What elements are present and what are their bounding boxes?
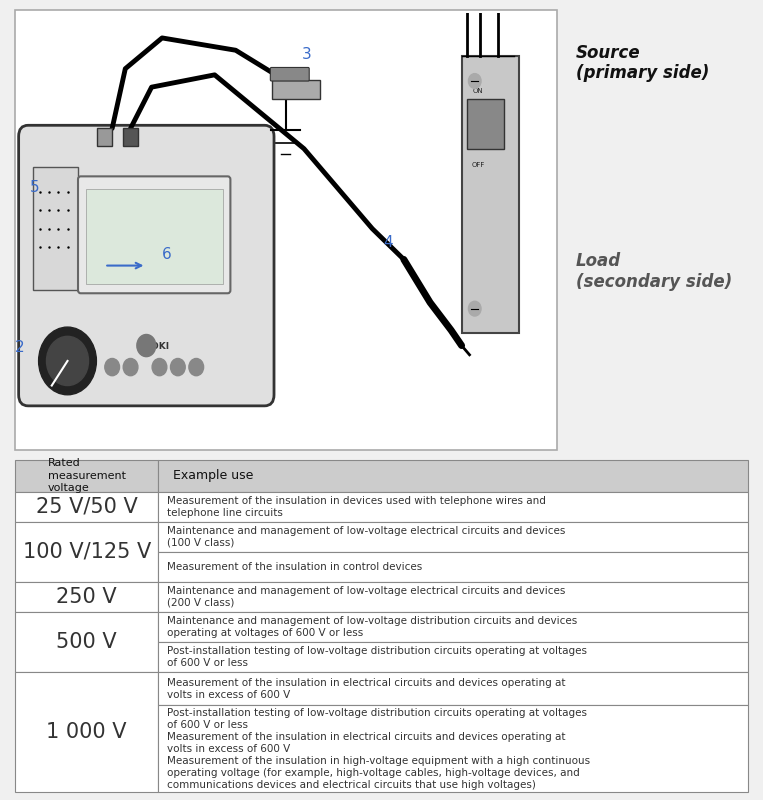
Text: Measurement of the insulation in electrical circuits and devices operating at
vo: Measurement of the insulation in electri…: [167, 678, 565, 700]
Bar: [15, 10, 557, 450]
FancyBboxPatch shape: [18, 126, 274, 406]
Text: 250 V: 250 V: [56, 586, 117, 606]
Bar: [86, 189, 223, 284]
Text: 25 V/50 V: 25 V/50 V: [36, 497, 137, 517]
Text: Measurement of the insulation in control devices: Measurement of the insulation in control…: [167, 562, 422, 572]
Bar: [158, 642, 748, 672]
Circle shape: [39, 327, 96, 394]
Bar: [158, 706, 748, 792]
Text: Maintenance and management of low-voltage electrical circuits and devices
(100 V: Maintenance and management of low-voltag…: [167, 526, 565, 548]
Bar: [34, 167, 78, 290]
Circle shape: [468, 74, 481, 88]
Text: 6: 6: [162, 247, 172, 262]
Bar: [15, 522, 158, 582]
Bar: [123, 128, 138, 146]
Text: 100 V/125 V: 100 V/125 V: [23, 542, 151, 562]
Text: OFF: OFF: [472, 162, 485, 168]
Bar: [467, 99, 504, 149]
Text: Maintenance and management of low-voltage electrical circuits and devices
(200 V: Maintenance and management of low-voltag…: [167, 586, 565, 608]
Circle shape: [47, 336, 89, 386]
Circle shape: [170, 358, 185, 376]
Bar: [158, 672, 748, 706]
Text: 2: 2: [15, 340, 24, 354]
Bar: [15, 491, 158, 522]
Circle shape: [137, 334, 156, 357]
Bar: [15, 582, 158, 612]
Text: Source
(primary side): Source (primary side): [576, 43, 710, 82]
Bar: [158, 552, 748, 582]
Circle shape: [468, 302, 481, 316]
Text: HIOKI: HIOKI: [140, 342, 169, 350]
Circle shape: [123, 358, 138, 376]
Text: 500 V: 500 V: [56, 632, 117, 652]
Bar: [158, 582, 748, 612]
Bar: [462, 56, 520, 334]
Text: Post-installation testing of low-voltage distribution circuits operating at volt: Post-installation testing of low-voltage…: [167, 646, 587, 668]
FancyBboxPatch shape: [78, 176, 230, 294]
Bar: [158, 460, 748, 491]
Bar: [15, 612, 158, 672]
Text: Example use: Example use: [172, 470, 253, 482]
Bar: [97, 128, 111, 146]
Text: ON: ON: [473, 88, 484, 94]
Text: 3: 3: [301, 47, 311, 62]
Text: Post-installation testing of low-voltage distribution circuits operating at volt: Post-installation testing of low-voltage…: [167, 708, 590, 790]
Bar: [15, 672, 158, 792]
Bar: [158, 612, 748, 642]
FancyBboxPatch shape: [270, 67, 309, 81]
Text: 500: 500: [422, 277, 433, 288]
Circle shape: [189, 358, 204, 376]
Circle shape: [152, 358, 167, 376]
Text: 4: 4: [383, 235, 392, 250]
Bar: [15, 460, 158, 491]
Bar: [158, 522, 748, 552]
Bar: [272, 80, 320, 99]
Text: 5: 5: [30, 180, 39, 194]
Text: Measurement of the insulation in devices used with telephone wires and
telephone: Measurement of the insulation in devices…: [167, 495, 546, 518]
Bar: [158, 491, 748, 522]
Text: 1 000 V: 1 000 V: [47, 722, 127, 742]
Text: Rated
measurement
voltage: Rated measurement voltage: [47, 458, 126, 493]
Text: Load
(secondary side): Load (secondary side): [576, 252, 732, 291]
Circle shape: [105, 358, 120, 376]
Text: Maintenance and management of low-voltage distribution circuits and devices
oper: Maintenance and management of low-voltag…: [167, 616, 577, 638]
